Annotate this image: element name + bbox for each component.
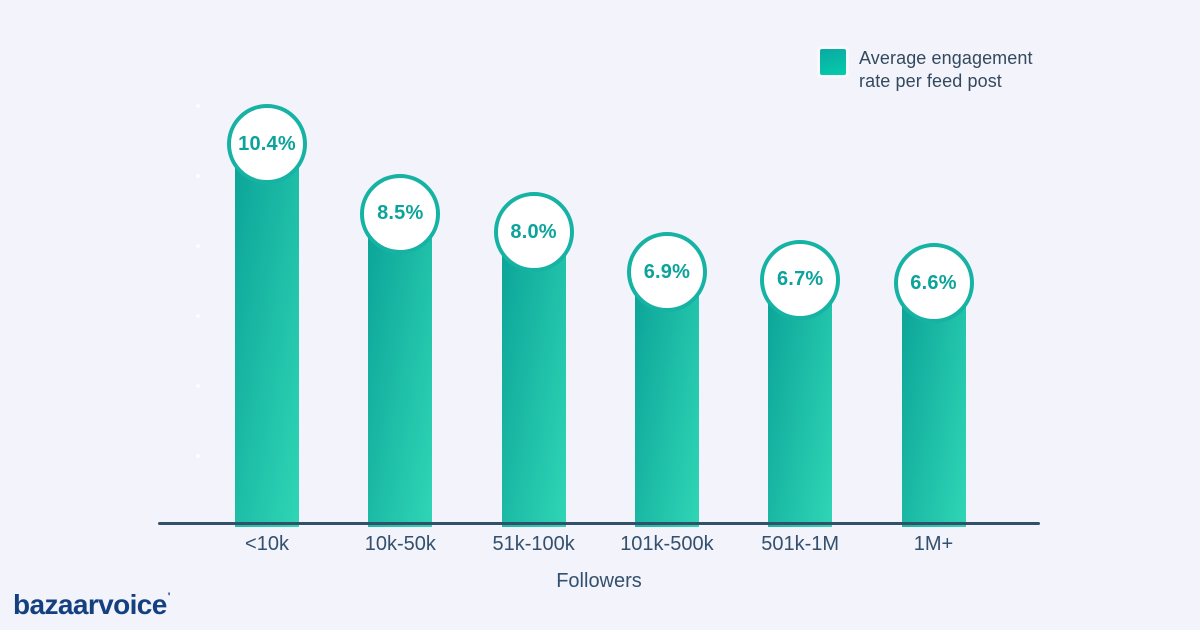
logo-trademark-icon: ' [167,591,171,603]
category-label: 1M+ [913,533,954,555]
bar [768,279,833,527]
faint-tick-dot [196,174,200,178]
value-bubble: 8.0% [493,192,574,273]
faint-tick-dot [196,104,200,108]
value-bubble: 6.6% [893,243,974,324]
value-bubble: 6.7% [760,239,841,320]
faint-tick-dot [196,384,200,388]
category-label: 101k-500k [620,533,714,555]
faint-tick-dot [196,314,200,318]
value-label: 8.5% [377,202,424,225]
value-bubble: 6.9% [626,232,707,313]
legend-swatch-icon [820,49,846,75]
chart-legend: Average engagement rate per feed post [820,47,1049,93]
bar [368,213,433,527]
value-bubble: 10.4% [227,104,307,185]
legend-label: Average engagement rate per feed post [859,48,1033,91]
value-label: 10.4% [238,132,296,155]
logo-text: bazaarvoice [13,589,167,620]
x-axis-title: Followers [556,570,642,592]
value-label: 6.6% [910,271,957,294]
x-axis-line [158,522,1040,526]
category-label: 10k-50k [364,533,436,555]
value-label: 6.9% [643,260,691,283]
bar [634,272,699,527]
category-label: 51k-100k [492,533,575,555]
value-label: 8.0% [510,220,557,243]
category-label: 501k-1M [761,533,840,555]
faint-tick-dot [196,454,200,458]
bazaarvoice-logo: bazaarvoice' [13,589,170,621]
category-label: <10k [245,533,289,555]
bar [901,283,966,527]
bar [501,232,566,527]
value-bubble: 8.5% [360,173,441,254]
bar [235,144,299,527]
value-label: 6.7% [776,268,824,291]
faint-tick-dot [196,244,200,248]
